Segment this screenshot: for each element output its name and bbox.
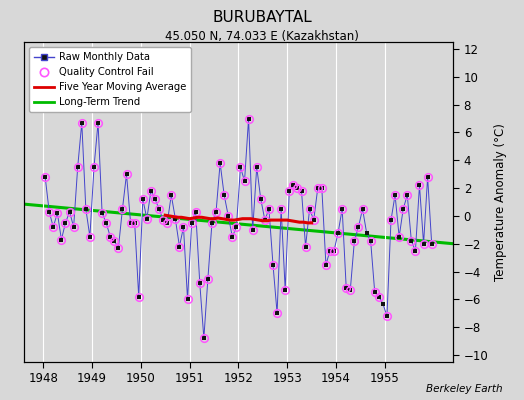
Text: BURUBAYTAL: BURUBAYTAL [212, 10, 312, 25]
Legend: Raw Monthly Data, Quality Control Fail, Five Year Moving Average, Long-Term Tren: Raw Monthly Data, Quality Control Fail, … [29, 47, 191, 112]
Text: 45.050 N, 74.033 E (Kazakhstan): 45.050 N, 74.033 E (Kazakhstan) [165, 30, 359, 43]
Text: Berkeley Earth: Berkeley Earth [427, 384, 503, 394]
Y-axis label: Temperature Anomaly (°C): Temperature Anomaly (°C) [494, 123, 507, 281]
